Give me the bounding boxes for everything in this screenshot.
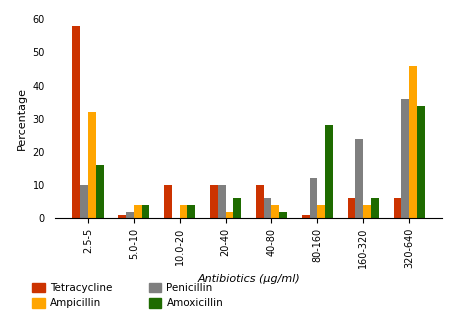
Bar xyxy=(179,205,187,218)
Bar xyxy=(187,205,195,218)
Bar xyxy=(370,198,378,218)
Bar xyxy=(408,66,416,218)
Bar xyxy=(255,185,263,218)
Bar xyxy=(142,205,149,218)
Bar xyxy=(96,165,103,218)
Bar xyxy=(88,112,96,218)
Bar xyxy=(118,215,126,218)
Bar xyxy=(133,205,142,218)
Bar xyxy=(233,198,241,218)
Bar xyxy=(209,185,217,218)
Bar xyxy=(225,212,233,218)
Bar xyxy=(393,198,400,218)
Bar xyxy=(164,185,172,218)
Bar xyxy=(80,185,88,218)
Bar xyxy=(347,198,354,218)
Bar xyxy=(317,205,324,218)
Bar xyxy=(354,139,363,218)
Bar xyxy=(400,99,408,218)
Bar xyxy=(278,212,287,218)
Bar xyxy=(309,178,317,218)
Bar xyxy=(324,126,332,218)
Bar xyxy=(271,205,278,218)
Bar xyxy=(363,205,370,218)
Bar xyxy=(72,26,80,218)
Bar xyxy=(217,185,225,218)
Bar xyxy=(263,198,271,218)
Legend: Tetracycline, Ampicillin, Penicillin, Amoxicillin: Tetracycline, Ampicillin, Penicillin, Am… xyxy=(28,279,227,313)
Bar xyxy=(416,106,424,218)
X-axis label: Antibiotics (μg/ml): Antibiotics (μg/ml) xyxy=(197,274,299,284)
Bar xyxy=(301,215,309,218)
Bar xyxy=(126,212,133,218)
Y-axis label: Percentage: Percentage xyxy=(17,87,27,150)
